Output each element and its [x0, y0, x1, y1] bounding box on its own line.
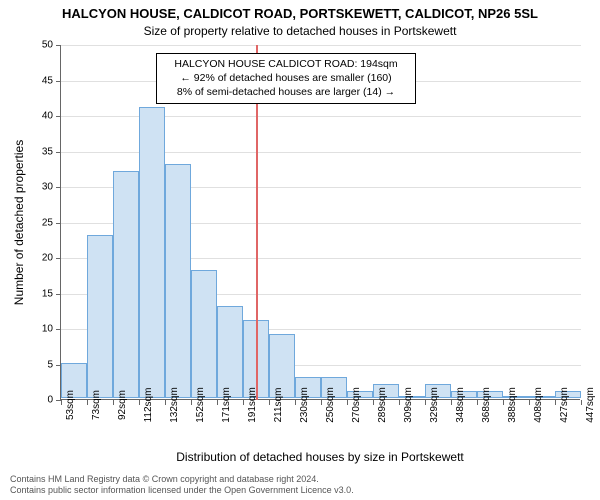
- ytick-mark: [56, 152, 61, 153]
- xtick-mark: [451, 400, 452, 405]
- ytick-mark: [56, 223, 61, 224]
- xtick-mark: [243, 400, 244, 405]
- xtick-label: 388sqm: [507, 387, 518, 423]
- xtick-mark: [425, 400, 426, 405]
- footer-line-2: Contains public sector information licen…: [10, 485, 590, 496]
- histogram-bar: [217, 306, 243, 398]
- ytick-label: 5: [13, 359, 53, 370]
- xtick-mark: [61, 400, 62, 405]
- xtick-mark: [87, 400, 88, 405]
- histogram-bar: [165, 164, 191, 398]
- xtick-mark: [269, 400, 270, 405]
- xtick-label: 329sqm: [429, 387, 440, 423]
- plot-area: 0510152025303540455053sqm73sqm92sqm112sq…: [60, 45, 580, 400]
- histogram-bar: [113, 171, 139, 398]
- xtick-mark: [581, 400, 582, 405]
- xtick-mark: [347, 400, 348, 405]
- xtick-mark: [555, 400, 556, 405]
- xtick-label: 447sqm: [585, 387, 596, 423]
- annotation-line-2: ← 92% of detached houses are smaller (16…: [163, 71, 409, 85]
- xtick-label: 53sqm: [65, 390, 76, 420]
- xtick-label: 368sqm: [481, 387, 492, 423]
- xtick-mark: [191, 400, 192, 405]
- xtick-label: 92sqm: [117, 390, 128, 420]
- xtick-label: 427sqm: [559, 387, 570, 423]
- ytick-label: 40: [13, 111, 53, 122]
- ytick-label: 30: [13, 182, 53, 193]
- ytick-label: 20: [13, 253, 53, 264]
- ytick-mark: [56, 116, 61, 117]
- xtick-mark: [529, 400, 530, 405]
- xtick-label: 152sqm: [195, 387, 206, 423]
- xtick-label: 348sqm: [455, 387, 466, 423]
- ytick-mark: [56, 329, 61, 330]
- xtick-label: 132sqm: [169, 387, 180, 423]
- histogram-bar: [191, 270, 217, 398]
- gridline: [61, 45, 581, 46]
- histogram-bar: [87, 235, 113, 398]
- histogram-bar: [139, 107, 165, 398]
- xtick-mark: [399, 400, 400, 405]
- ytick-label: 25: [13, 217, 53, 228]
- ytick-label: 10: [13, 324, 53, 335]
- xtick-label: 211sqm: [273, 388, 284, 423]
- xtick-mark: [477, 400, 478, 405]
- ytick-label: 35: [13, 146, 53, 157]
- footer-line-1: Contains HM Land Registry data © Crown c…: [10, 474, 590, 485]
- footer-attribution: Contains HM Land Registry data © Crown c…: [10, 474, 590, 496]
- ytick-label: 0: [13, 395, 53, 406]
- xtick-label: 289sqm: [377, 387, 388, 423]
- xtick-label: 408sqm: [533, 387, 544, 423]
- annotation-line-1: HALCYON HOUSE CALDICOT ROAD: 194sqm: [163, 57, 409, 71]
- xtick-mark: [165, 400, 166, 405]
- chart-container: HALCYON HOUSE, CALDICOT ROAD, PORTSKEWET…: [0, 0, 600, 500]
- ytick-label: 15: [13, 288, 53, 299]
- xtick-label: 112sqm: [143, 388, 154, 423]
- xtick-label: 171sqm: [221, 387, 232, 423]
- plot-wrap: 0510152025303540455053sqm73sqm92sqm112sq…: [60, 45, 580, 400]
- xtick-mark: [139, 400, 140, 405]
- ytick-label: 50: [13, 40, 53, 51]
- chart-title-sub: Size of property relative to detached ho…: [0, 24, 600, 38]
- xtick-mark: [295, 400, 296, 405]
- annotation-box: HALCYON HOUSE CALDICOT ROAD: 194sqm← 92%…: [156, 53, 416, 104]
- xtick-label: 230sqm: [299, 387, 310, 423]
- ytick-label: 45: [13, 75, 53, 86]
- xtick-mark: [217, 400, 218, 405]
- ytick-mark: [56, 294, 61, 295]
- x-axis-label: Distribution of detached houses by size …: [60, 450, 580, 464]
- annotation-line-3: 8% of semi-detached houses are larger (1…: [163, 85, 409, 99]
- ytick-mark: [56, 45, 61, 46]
- xtick-mark: [503, 400, 504, 405]
- xtick-mark: [321, 400, 322, 405]
- xtick-label: 309sqm: [403, 387, 414, 423]
- ytick-mark: [56, 187, 61, 188]
- ytick-mark: [56, 81, 61, 82]
- xtick-label: 250sqm: [325, 387, 336, 423]
- xtick-label: 73sqm: [91, 390, 102, 420]
- ytick-mark: [56, 258, 61, 259]
- xtick-label: 270sqm: [351, 387, 362, 423]
- xtick-mark: [373, 400, 374, 405]
- chart-title-main: HALCYON HOUSE, CALDICOT ROAD, PORTSKEWET…: [0, 6, 600, 21]
- xtick-mark: [113, 400, 114, 405]
